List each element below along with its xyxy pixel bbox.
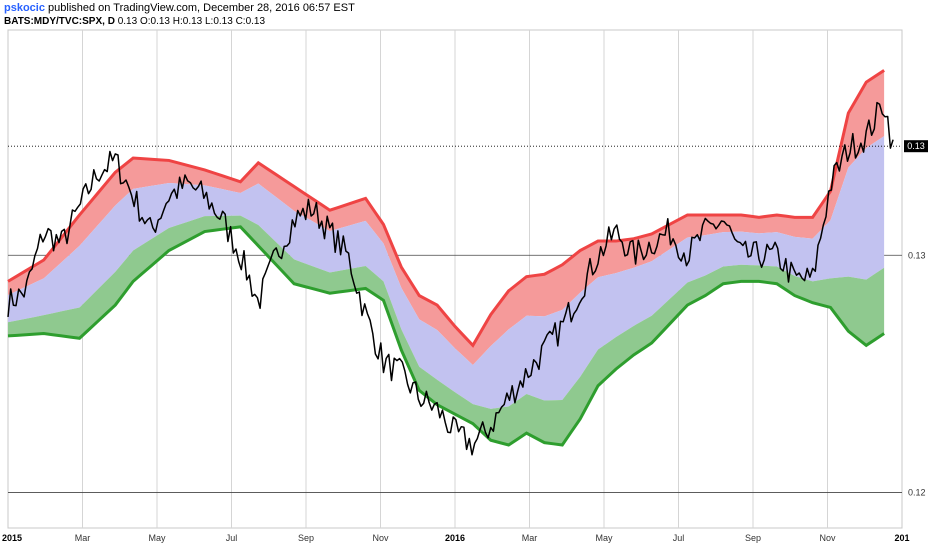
x-tick-label: May [148, 533, 166, 543]
last-value-badge [904, 140, 928, 153]
series-lines [7, 69, 902, 456]
x-tick-label: Jul [673, 533, 685, 543]
last-value-label: 0.13 [907, 141, 925, 151]
ohlc-values: 0.13 O:0.13 H:0.13 L:0.13 C:0.13 [117, 16, 266, 27]
x-tick-label: Nov [819, 533, 836, 543]
lower-fill [8, 215, 885, 445]
x-tick-label: Nov [372, 533, 389, 543]
symbol-name: BATS:MDY/TVC:SPX, D [4, 16, 115, 27]
x-tick-label: 2015 [2, 533, 22, 543]
publish-text: published on TradingView.com, December 2… [44, 2, 355, 14]
lower-band-line [7, 225, 885, 447]
x-tick-label: May [595, 533, 613, 543]
band-fills [8, 70, 885, 445]
symbol-info: BATS:MDY/TVC:SPX, D 0.13 O:0.13 H:0.13 L… [4, 16, 265, 28]
price-line [7, 101, 894, 456]
middle-fill [8, 136, 885, 409]
chart-axes: 2015 Mar May Jul Sep Nov 2016 Mar May Jul Sep Nov 20… [2, 140, 928, 543]
x-tick-label: Mar [522, 533, 538, 543]
upper-fill [8, 70, 885, 365]
x-tick-label: Sep [298, 533, 314, 543]
y-tick-label: 0.12 [908, 487, 926, 497]
x-tick-label: Jul [226, 533, 238, 543]
x-tick-label: Sep [745, 533, 761, 543]
x-tick-label: 201 [894, 533, 909, 543]
x-tick-label: Mar [75, 533, 91, 543]
upper-band-line [7, 69, 885, 348]
publish-info: pskocic published on TradingView.com, De… [4, 2, 355, 15]
y-tick-label: 0.13 [908, 250, 926, 260]
x-tick-label: 2016 [445, 533, 465, 543]
author-link[interactable]: pskocic [4, 2, 45, 14]
